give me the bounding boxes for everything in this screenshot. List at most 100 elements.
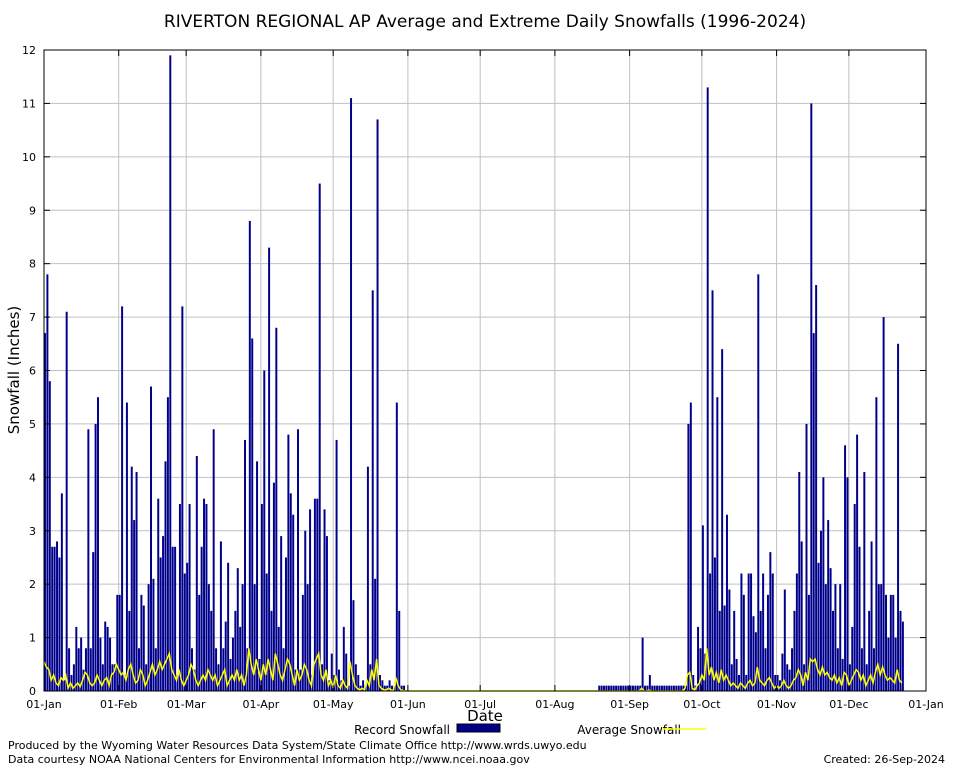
record-bar <box>624 685 627 691</box>
record-bar <box>378 674 381 691</box>
record-bar <box>605 685 608 691</box>
record-bar <box>853 504 856 691</box>
record-bar <box>357 674 360 691</box>
record-bar <box>231 637 234 691</box>
record-bar <box>140 594 143 691</box>
record-bar <box>718 610 721 691</box>
record-bar <box>130 466 133 691</box>
record-bar <box>200 546 203 691</box>
record-bar <box>617 685 620 691</box>
record-bar <box>125 402 128 691</box>
record-bar <box>251 338 254 691</box>
record-bar <box>222 648 225 691</box>
record-bar <box>728 589 731 691</box>
record-bar <box>157 498 160 691</box>
record-bar <box>174 546 177 691</box>
record-bar <box>892 594 895 691</box>
record-bar <box>660 685 663 691</box>
record-bar <box>856 434 859 691</box>
record-bar <box>639 685 642 691</box>
y-tick-label: 6 <box>29 365 36 378</box>
record-bar <box>309 509 312 691</box>
record-bar <box>265 573 268 691</box>
record-bar <box>325 536 328 691</box>
record-bar <box>619 685 622 691</box>
y-tick-label: 7 <box>29 311 36 324</box>
record-bar <box>53 546 56 691</box>
record-bar <box>72 664 75 691</box>
record-bar <box>665 685 668 691</box>
record-bar <box>193 669 196 691</box>
x-tick-label: 01-Apr <box>243 698 280 711</box>
record-bar <box>152 578 155 691</box>
record-bar <box>299 669 302 691</box>
footer-credit-line1: Produced by the Wyoming Water Resources … <box>8 739 587 752</box>
record-bar <box>183 573 186 691</box>
record-bar <box>783 589 786 691</box>
record-bar <box>764 648 767 691</box>
x-tick-label: 01-Oct <box>683 698 721 711</box>
record-bar <box>188 504 191 691</box>
record-bar <box>65 311 68 691</box>
record-bar <box>224 621 227 691</box>
record-bar <box>147 584 150 691</box>
record-bar <box>338 669 340 691</box>
y-tick-label: 3 <box>29 525 36 538</box>
record-bar <box>779 680 781 691</box>
record-bar <box>677 685 680 691</box>
record-bar <box>133 520 136 691</box>
record-bar <box>352 600 355 691</box>
record-bar <box>795 573 798 691</box>
record-bar <box>362 680 365 691</box>
record-bar <box>171 546 174 691</box>
record-bar <box>58 557 61 691</box>
record-bar <box>111 664 114 691</box>
record-bar <box>284 557 287 691</box>
record-bar <box>234 610 237 691</box>
record-bar <box>730 664 733 691</box>
record-bar <box>176 674 179 691</box>
record-bar <box>80 637 83 691</box>
record-bar <box>709 573 712 691</box>
record-bar <box>229 658 232 691</box>
record-bar <box>810 103 813 691</box>
record-bar <box>836 648 839 691</box>
record-bar <box>253 584 256 691</box>
y-tick-label: 8 <box>29 258 36 271</box>
record-bar <box>870 541 873 691</box>
record-bar <box>699 648 702 691</box>
record-bar <box>759 610 762 691</box>
record-bar <box>771 573 774 691</box>
y-tick-label: 10 <box>22 151 36 164</box>
record-bar <box>244 439 246 691</box>
record-bar <box>868 610 871 691</box>
y-tick-label: 0 <box>29 685 36 698</box>
record-bar <box>203 498 206 691</box>
record-bar <box>622 685 625 691</box>
record-bar <box>44 333 46 691</box>
record-bar <box>817 562 820 691</box>
record-bar <box>99 637 102 691</box>
record-bar <box>164 461 167 691</box>
record-bar <box>395 402 398 691</box>
record-bar <box>788 669 791 691</box>
record-bar <box>398 610 401 691</box>
record-bar <box>634 685 637 691</box>
record-bar <box>644 685 647 691</box>
record-bar <box>306 584 309 691</box>
footer-credit-line2: Data courtesy NOAA National Centers for … <box>8 753 530 766</box>
record-bar <box>762 573 765 691</box>
record-bar <box>887 637 890 691</box>
record-bar <box>829 568 832 691</box>
record-bar <box>376 119 379 692</box>
record-bar <box>629 685 632 691</box>
record-bar <box>612 685 615 691</box>
record-bar <box>347 685 350 691</box>
record-bar <box>740 573 743 691</box>
record-bar <box>46 274 49 691</box>
record-bar <box>287 434 290 691</box>
record-bar <box>239 626 242 691</box>
legend-record-label: Record Snowfall <box>354 723 450 737</box>
record-bar <box>92 552 95 691</box>
